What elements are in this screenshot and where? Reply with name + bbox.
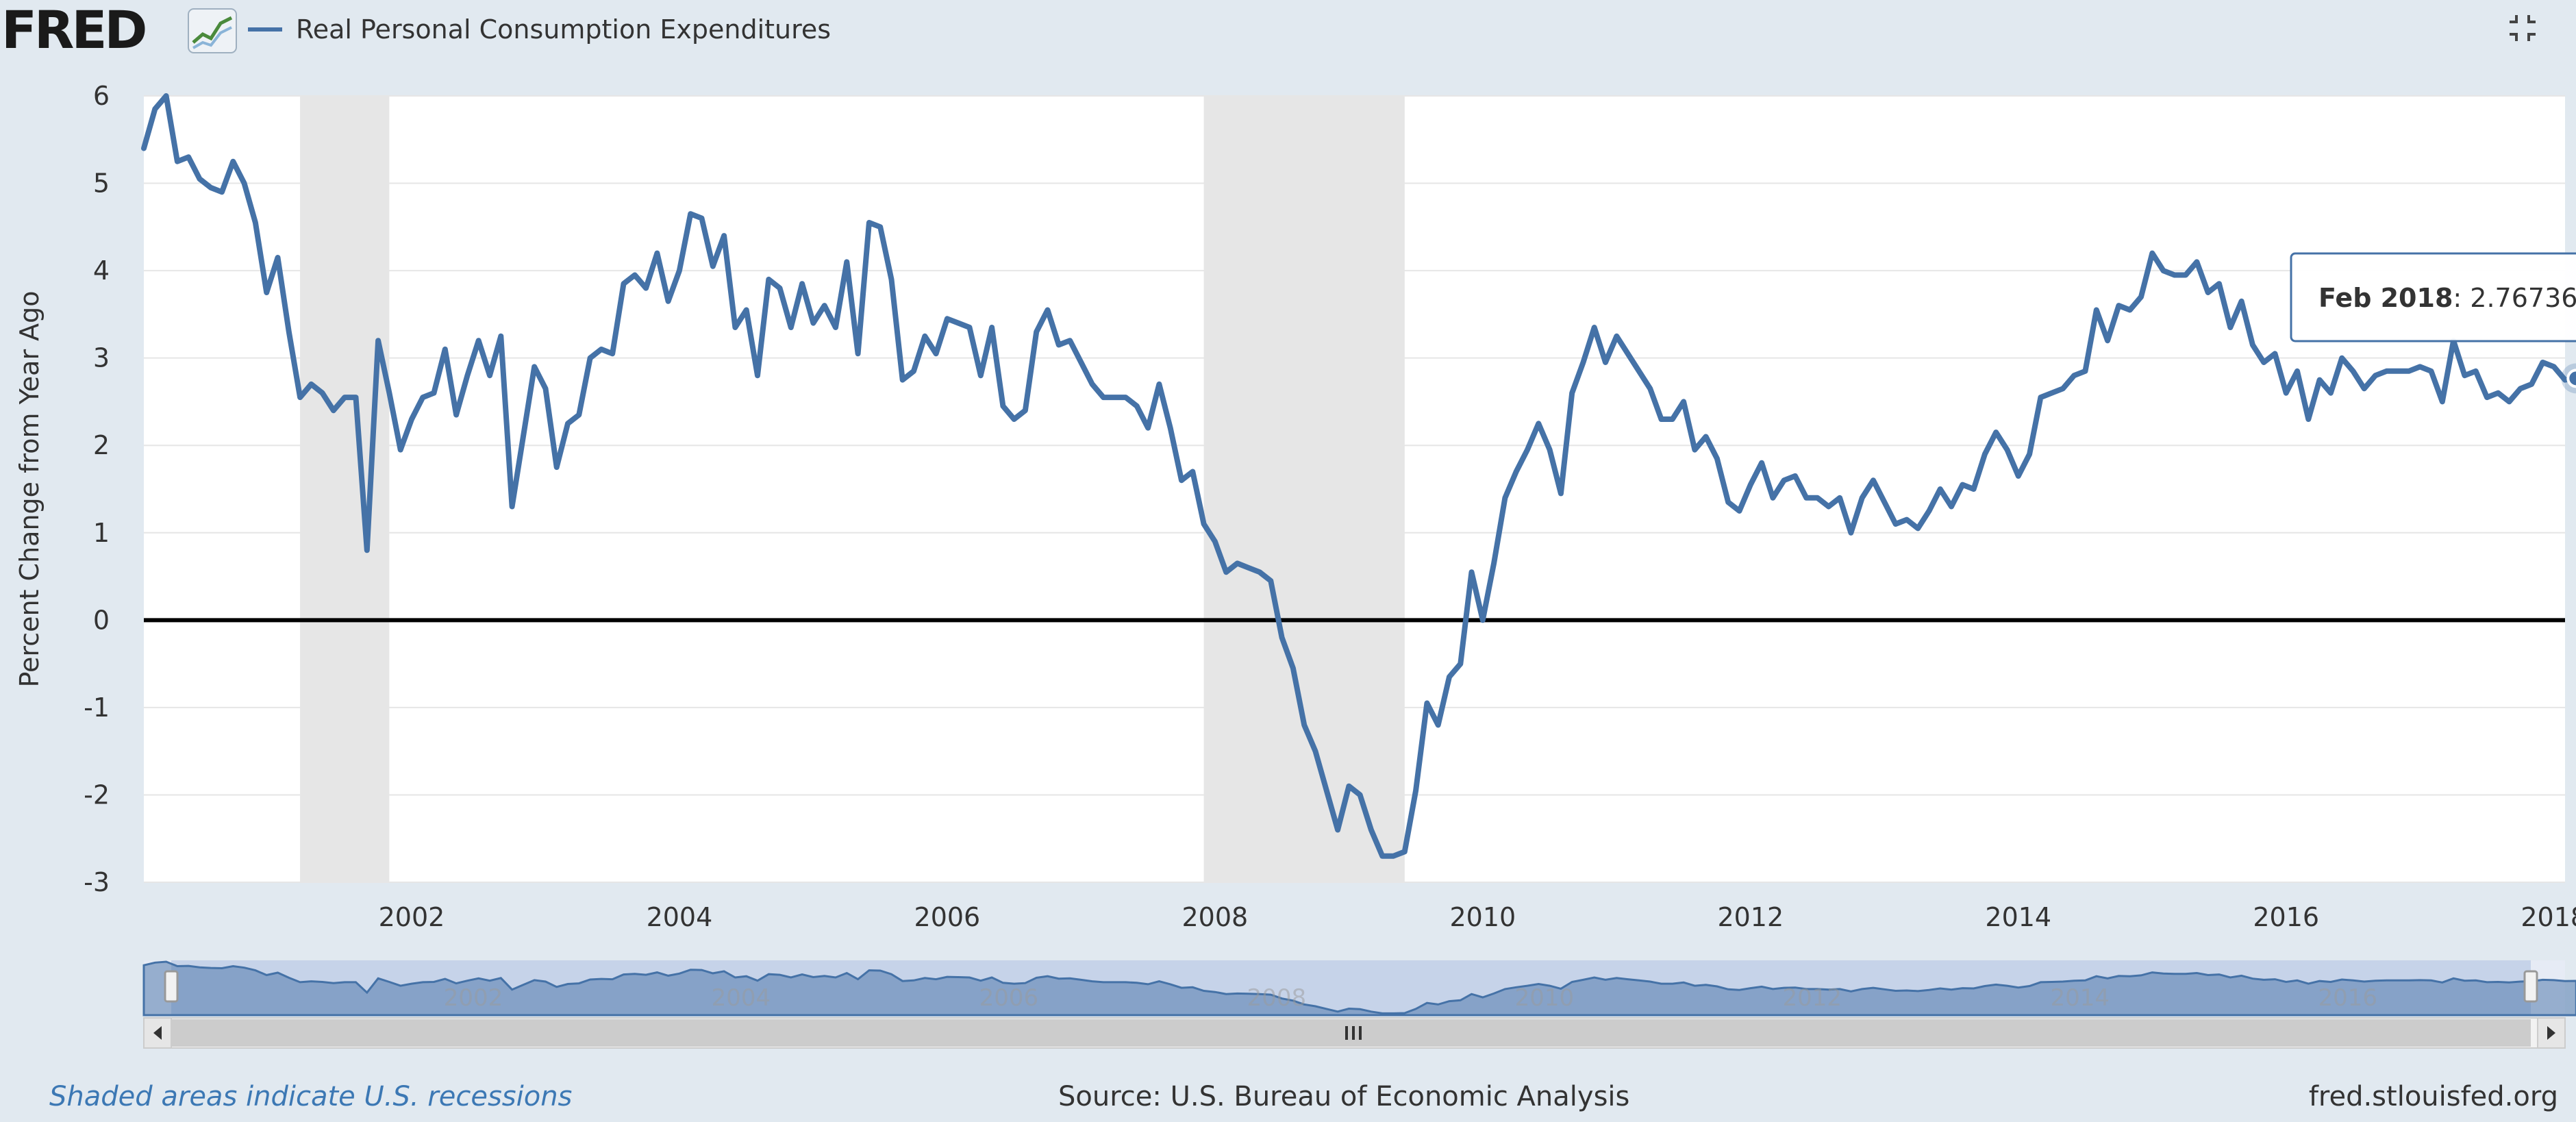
y-tick-label: -1 <box>84 693 110 723</box>
scroll-left-button[interactable] <box>143 1017 172 1049</box>
x-tick-label: 2008 <box>1182 902 1249 932</box>
x-tick-label: 2006 <box>914 902 981 932</box>
navigator-tick-labels: 200220042006200820102012201420162018 <box>444 984 2377 1012</box>
x-tick-label: 2012 <box>1717 902 1784 932</box>
y-tick-label: -3 <box>84 867 110 897</box>
navigator-right-handle[interactable] <box>2523 970 2538 1003</box>
fred-url-link[interactable]: fred.stlouisfed.org <box>2308 1081 2558 1112</box>
x-tick-label: 2016 <box>2253 902 2319 932</box>
fred-chart-logo-icon <box>188 8 237 53</box>
value-tooltip: Feb 2018: 2.76736 <box>2290 252 2576 394</box>
navigator-scrollbar-thumb[interactable] <box>171 1019 2531 1047</box>
x-tick-label: 2002 <box>379 902 445 932</box>
navigator-series-area <box>142 960 2576 1017</box>
x-tick-label: 2018 <box>2521 902 2576 932</box>
y-tick-label: 5 <box>93 169 110 199</box>
y-tick-label: 2 <box>93 430 110 460</box>
navigator-tick-label: 2014 <box>2051 984 2110 1012</box>
recession-bands <box>300 96 1405 882</box>
tooltip-box <box>2290 252 2576 342</box>
y-axis-label: Percent Change from Year Ago <box>14 290 45 687</box>
series-line[interactable] <box>141 93 2576 859</box>
recession-band-1 <box>1203 96 1405 882</box>
tooltip-date: Feb 2018 <box>2318 283 2453 313</box>
y-axis-tick-labels: 6 5 4 3 2 1 0 -1 -2 -3 <box>84 81 110 897</box>
navigator-tick-label: 2004 <box>712 984 771 1012</box>
fred-logo[interactable]: FRED <box>1 0 147 60</box>
y-tick-label: 4 <box>93 255 110 286</box>
y-tick-label: 3 <box>93 343 110 373</box>
chart-header: FRED Real Personal Consumption Expenditu… <box>0 0 2576 75</box>
tooltip-text: Feb 2018: 2.76736 <box>2318 283 2576 313</box>
y-tick-label: 1 <box>93 518 110 548</box>
navigator-tick-label: 2016 <box>2318 984 2377 1012</box>
navigator-tick-label: 2012 <box>1783 984 1842 1012</box>
scroll-left-arrow-icon <box>153 1026 162 1040</box>
x-tick-label: 2004 <box>647 902 713 932</box>
legend-series-swatch <box>248 27 282 32</box>
range-navigator[interactable]: 200220042006200820102012201420162018 <box>142 960 2576 1049</box>
exit-fullscreen-icon[interactable] <box>2507 12 2538 44</box>
legend-series-label: Real Personal Consumption Expenditures <box>296 14 831 45</box>
navigator-tick-label: 2002 <box>444 984 503 1012</box>
navigator-tick-label: 2006 <box>979 984 1039 1012</box>
navigator-tick-label: 2008 <box>1247 984 1307 1012</box>
y-tick-label: -2 <box>84 780 110 810</box>
x-tick-label: 2010 <box>1449 902 1516 932</box>
x-axis-tick-labels: 2002 2004 2006 2008 2010 2012 2014 2016 2018 <box>379 902 2576 932</box>
scroll-right-arrow-icon <box>2547 1026 2555 1040</box>
hover-point <box>2566 369 2576 388</box>
y-tick-label: 0 <box>93 605 110 635</box>
tooltip-separator: : <box>2453 283 2470 313</box>
recession-note[interactable]: Shaded areas indicate U.S. recessions <box>49 1081 573 1112</box>
navigator-left-handle[interactable] <box>164 970 179 1003</box>
recession-band-0 <box>300 96 390 882</box>
source-note: Source: U.S. Bureau of Economic Analysis <box>1058 1081 1630 1112</box>
x-tick-label: 2014 <box>1985 902 2051 932</box>
navigator-tick-label: 2010 <box>1515 984 1575 1012</box>
y-tick-label: 6 <box>93 81 110 111</box>
scrollbar-grip-icon <box>1345 1026 1362 1040</box>
chart-legend[interactable]: Real Personal Consumption Expenditures <box>248 11 831 48</box>
tooltip-value: 2.76736 <box>2470 283 2576 313</box>
